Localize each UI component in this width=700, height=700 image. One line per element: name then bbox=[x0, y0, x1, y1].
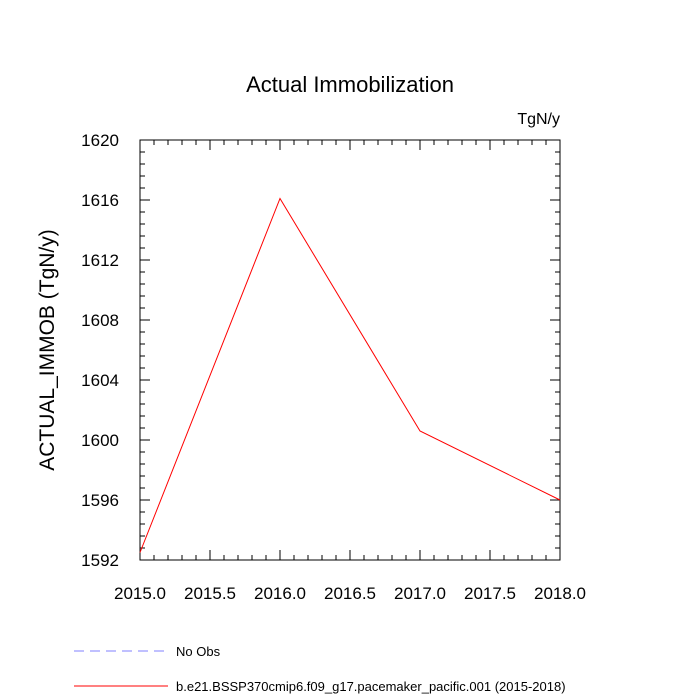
x-tick-label: 2017.0 bbox=[394, 584, 446, 603]
x-tick-label: 2016.5 bbox=[324, 584, 376, 603]
y-tick-label: 1612 bbox=[81, 251, 119, 270]
x-tick-label: 2018.0 bbox=[534, 584, 586, 603]
units-label: TgN/y bbox=[517, 111, 560, 128]
y-tick-label: 1608 bbox=[81, 311, 119, 330]
series-line-0 bbox=[139, 197, 561, 553]
y-tick-label: 1604 bbox=[81, 371, 119, 390]
y-tick-label: 1616 bbox=[81, 191, 119, 210]
x-tick-label: 2016.0 bbox=[254, 584, 306, 603]
x-tick-label: 2017.5 bbox=[464, 584, 516, 603]
y-tick-label: 1620 bbox=[81, 131, 119, 150]
plot-frame bbox=[139, 139, 561, 561]
y-tick-label: 1592 bbox=[81, 551, 119, 570]
y-tick-label: 1596 bbox=[81, 491, 119, 510]
chart-title: Actual Immobilization bbox=[246, 72, 454, 97]
legend-label: b.e21.BSSP370cmip6.f09_g17.pacemaker_pac… bbox=[176, 679, 566, 694]
x-tick-label: 2015.5 bbox=[184, 584, 236, 603]
y-axis-label: ACTUAL_IMMOB (TgN/y) bbox=[36, 229, 59, 471]
legend-label: No Obs bbox=[176, 644, 221, 659]
x-tick-label: 2015.0 bbox=[114, 584, 166, 603]
y-tick-label: 1600 bbox=[81, 431, 119, 450]
